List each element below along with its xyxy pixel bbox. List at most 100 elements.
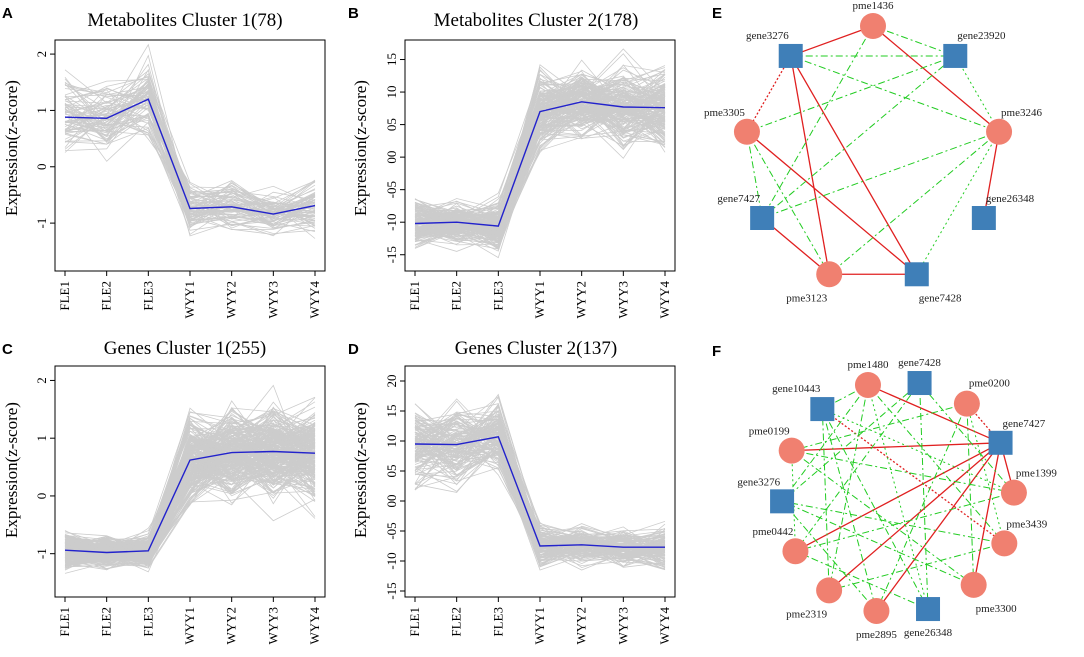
gene-node	[904, 262, 929, 287]
negative-edge	[761, 25, 874, 219]
profile-line	[414, 423, 666, 566]
panel-f: F pme1480 gene7428pme0200gene7427pme1399p…	[712, 343, 1057, 641]
metabolite-node	[960, 571, 987, 598]
mean-line	[414, 101, 666, 227]
profile-line	[64, 449, 316, 571]
network-e-edges	[746, 25, 1000, 275]
node-label: gene7428	[919, 292, 962, 304]
y-tick-label: -10	[384, 214, 399, 231]
negative-edge	[821, 409, 830, 591]
profile-line	[64, 449, 316, 566]
panel-a: A Metabolites Cluster 1(78) Expression(z…	[2, 5, 326, 319]
metabolite-node	[860, 13, 886, 39]
profile-line	[64, 86, 316, 219]
positive-edge	[791, 442, 1001, 452]
panel-c-ylabel: Expression(z-score)	[2, 402, 21, 538]
panel-letter-d: D	[348, 341, 359, 358]
node-label: pme3300	[976, 603, 1017, 615]
mean-line	[64, 450, 316, 554]
gene-node	[988, 430, 1013, 455]
positive-edge	[875, 442, 1002, 612]
x-tick-label: WYY2	[574, 281, 589, 319]
x-tick-label: WYY1	[532, 607, 547, 645]
y-tick-label: 05	[384, 118, 399, 131]
panel-d-ylabel: Expression(z-score)	[351, 402, 370, 538]
panel-a-title: Metabolites Cluster 1(78)	[87, 10, 282, 31]
y-tick-label: 15	[384, 405, 399, 418]
negative-edge	[746, 131, 830, 275]
x-tick-label: WYY3	[265, 607, 280, 645]
panel-b-ylabel: Expression(z-score)	[351, 80, 370, 216]
profile-line	[64, 433, 316, 566]
y-tick-label: -1	[34, 548, 49, 559]
x-tick-label: WYY3	[615, 607, 630, 645]
positive-edge	[790, 25, 874, 57]
x-tick-label: WYY1	[182, 607, 197, 645]
node-label: pme1399	[1016, 468, 1057, 480]
profile-line	[64, 415, 316, 550]
profile-line	[64, 103, 316, 227]
node-label: pme0199	[749, 426, 790, 438]
positive-edge	[821, 408, 1005, 544]
profile-line	[64, 54, 316, 228]
positive-edge	[872, 25, 1000, 133]
y-tick-label: -05	[384, 522, 399, 539]
profile-line	[414, 86, 666, 236]
profile-line	[64, 83, 316, 214]
profile-line	[414, 76, 666, 242]
y-tick-label: 2	[34, 377, 49, 384]
profile-line	[414, 412, 666, 568]
panel-letter-c: C	[2, 341, 13, 358]
node-label: gene3276	[746, 30, 789, 42]
profile-line	[64, 413, 316, 541]
x-tick-label: FLE2	[449, 607, 464, 637]
profile-line	[64, 76, 316, 210]
x-tick-label: FLE3	[490, 281, 505, 311]
node-label: pme3439	[1006, 518, 1047, 530]
x-tick-label: WYY4	[657, 281, 672, 319]
negative-edge	[791, 403, 968, 452]
positive-edge	[790, 55, 830, 275]
negative-edge	[781, 501, 877, 612]
metabolite-node	[1000, 479, 1027, 506]
profile-line	[414, 448, 666, 557]
node-label: pme1436	[853, 0, 894, 12]
x-tick-label: WYY3	[615, 281, 630, 319]
profile-line	[414, 436, 666, 558]
positive-edge	[983, 131, 1000, 219]
metabolite-node	[863, 597, 890, 624]
x-tick-label: FLE2	[99, 607, 114, 637]
profile-line	[414, 74, 666, 243]
mean-line	[64, 98, 316, 215]
x-tick-label: FLE3	[490, 607, 505, 637]
panel-b: B Metabolites Cluster 2(178) Expression(…	[348, 5, 676, 319]
profile-line	[414, 79, 666, 245]
x-tick-label: FLE1	[407, 607, 422, 637]
panel-c: C Genes Cluster 1(255) Expression(z-scor…	[2, 338, 326, 645]
negative-edge	[867, 384, 929, 610]
panel-a-frame	[54, 39, 326, 272]
profile-line	[414, 78, 666, 218]
gene-node	[943, 43, 968, 68]
x-tick-label: WYY2	[224, 607, 239, 645]
y-tick-label: -10	[384, 552, 399, 569]
x-tick-label: FLE1	[57, 281, 72, 311]
y-tick-label: -15	[384, 582, 399, 599]
mean-line	[414, 436, 665, 548]
profile-line	[414, 90, 666, 238]
profile-line	[64, 453, 316, 545]
y-tick-label: 10	[384, 435, 399, 448]
x-tick-label: FLE1	[407, 281, 422, 311]
panel-d: D Genes Cluster 2(137) Expression(z-scor…	[348, 338, 676, 645]
node-label: pme2895	[856, 629, 897, 641]
profile-line	[64, 452, 316, 565]
gene-node	[907, 371, 932, 396]
x-tick-label: WYY1	[182, 281, 197, 319]
gene-node	[810, 397, 835, 422]
profile-line	[414, 68, 666, 224]
negative-edge	[781, 382, 920, 502]
profile-line	[64, 442, 316, 565]
node-label: pme0442	[752, 526, 793, 538]
profile-line	[414, 108, 666, 230]
